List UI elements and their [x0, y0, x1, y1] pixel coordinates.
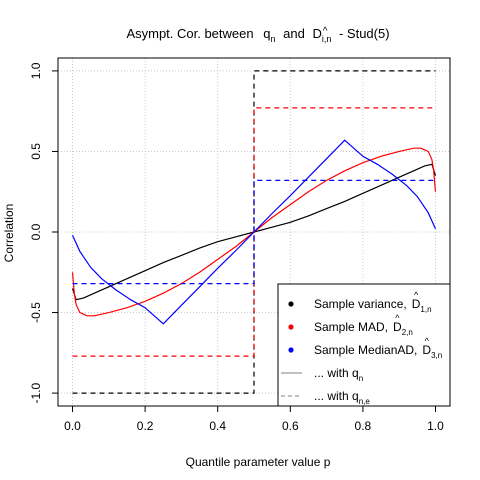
legend-marker-2	[288, 347, 294, 353]
series-line-4	[72, 107, 436, 357]
legend-box	[277, 283, 451, 407]
x-tick-label: 0.6	[282, 419, 299, 433]
title-suffix: - Stud(5)	[339, 26, 390, 41]
title-d-symbol: D	[312, 26, 321, 41]
x-tick-label: 0.0	[64, 419, 81, 433]
title-d-hat: ^	[0, 0, 5, 3]
legend-subscript: 1,n	[420, 305, 431, 314]
legend-subscript: n,e	[359, 397, 371, 406]
legend-marker-1	[288, 324, 294, 330]
legend-hat: ^	[425, 336, 430, 346]
x-tick-label: 0.8	[355, 419, 372, 433]
title-prefix: Asympt. Cor. between	[126, 26, 253, 41]
legend-hat: ^	[414, 290, 419, 300]
title-d-subscript: i,n	[322, 34, 332, 44]
legend-symbol: D	[393, 320, 402, 334]
legend-subscript: n	[359, 374, 363, 383]
x-axis-label: Quantile parameter value p	[186, 455, 331, 469]
series-layer	[71, 70, 437, 394]
legend-label-2: Sample MedianAD, D3,n	[314, 343, 442, 360]
legend-label-0: Sample variance, D1,n	[314, 297, 432, 314]
y-tick-label: 1.0	[29, 62, 43, 79]
legend-label-4: ... with qn,e	[314, 389, 370, 406]
legend-symbol: D	[422, 343, 431, 357]
x-tick-label: 0.4	[209, 419, 226, 433]
title-q-subscript: n	[270, 34, 275, 44]
title-q-hat: ^	[323, 26, 328, 37]
legend-text: ... with q	[314, 389, 359, 403]
title-and: and	[283, 26, 305, 41]
y-tick-label: 0.5	[29, 143, 43, 160]
legend-subscript: 3,n	[431, 351, 442, 360]
legend: Sample variance, D1,n^Sample MAD, D2,n^Sam…	[277, 283, 451, 407]
legend-text: ... with q	[314, 366, 359, 380]
y-tick-label: -0.5	[29, 302, 43, 323]
title-q-symbol: q	[263, 26, 270, 41]
series-line-5	[72, 179, 436, 285]
legend-subscript: 2,n	[402, 328, 413, 337]
legend-marker-0	[288, 301, 294, 307]
legend-text: Sample MedianAD,	[314, 343, 417, 357]
legend-label-1: Sample MAD, D2,n	[314, 320, 413, 337]
legend-hat: ^	[395, 313, 400, 323]
y-tick-label: 0.0	[29, 223, 43, 240]
legend-symbol: D	[412, 297, 421, 311]
x-tick-label: 0.2	[137, 419, 154, 433]
y-tick-label: -1.0	[29, 382, 43, 403]
series-line-3	[72, 70, 436, 394]
x-tick-label: 1.0	[427, 419, 444, 433]
y-axis: -1.0 -0.5 0.0 0.5 1.0	[29, 62, 58, 403]
chart-title: Asympt. Cor. between qn and Di,n - Stud(…	[126, 26, 389, 45]
legend-label-3: ... with qn	[314, 366, 363, 383]
y-axis-label: Correlation	[2, 204, 16, 263]
legend-text: Sample variance,	[314, 297, 407, 311]
x-axis: 0.0 0.2 0.4 0.6 0.8 1.0	[64, 406, 444, 433]
legend-text: Sample MAD,	[314, 320, 388, 334]
